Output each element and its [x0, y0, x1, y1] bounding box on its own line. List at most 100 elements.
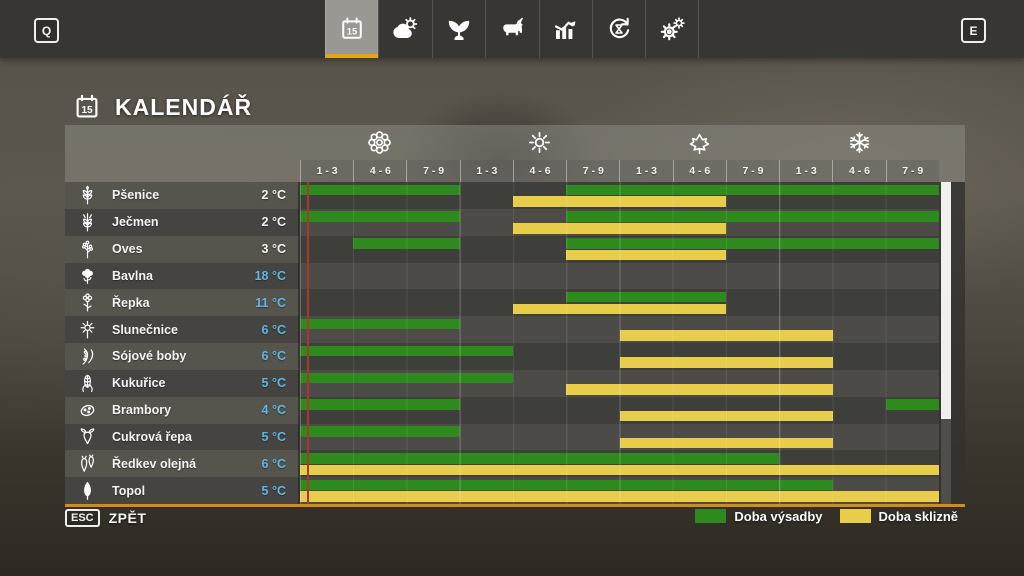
month-period-label: 4 - 6: [672, 160, 726, 182]
crop-row: Topol 5 °C: [65, 477, 965, 505]
crop-label: Bavlna 18 °C: [65, 262, 300, 290]
plant-color-swatch: [695, 509, 727, 523]
harvest-period-bar: [300, 491, 939, 502]
harvest-period-bar: [619, 410, 833, 422]
crop-name: Oves: [112, 242, 143, 257]
min-temperature: 5 °C: [261, 376, 286, 391]
footer: ESC ZPĚT: [65, 509, 146, 527]
crop-period-chart: [300, 450, 939, 478]
season-icons-row: [300, 125, 939, 160]
plant-period-bar: [566, 291, 726, 303]
harvest-period-bar: [513, 196, 726, 207]
month-period-label: 1 - 3: [619, 160, 672, 182]
harvest-period-bar: [566, 249, 726, 261]
crop-name: Pšenice: [112, 188, 160, 203]
season-spring: [300, 125, 460, 160]
sunflower-icon: [77, 319, 98, 340]
crop-label: Pšenice 2 °C: [65, 182, 300, 209]
crop-period-chart: [300, 182, 939, 209]
crop-label: Oves 3 °C: [65, 235, 300, 263]
crop-row: Cukrová řepa 5 °C: [65, 423, 965, 451]
nav-tab-production[interactable]: [591, 0, 645, 58]
season-autumn: [620, 125, 780, 160]
cow-icon: [497, 14, 527, 44]
crop-name: Kukuřice: [112, 376, 166, 391]
crop-period-chart: [300, 316, 939, 344]
crop-row: Oves 3 °C: [65, 235, 965, 263]
nav-tab-crops[interactable]: [431, 0, 485, 58]
crop-label: Topol 5 °C: [65, 477, 300, 505]
plant-period-bar: [566, 184, 939, 196]
radish-icon: [77, 453, 98, 474]
plant-period-bar: [300, 318, 460, 330]
crop-row: Ječmen 2 °C: [65, 208, 965, 236]
crop-row: Ředkev olejná 6 °C: [65, 450, 965, 478]
crop-label: Ředkev olejná 6 °C: [65, 450, 300, 478]
soybean-icon: [77, 346, 98, 367]
legend-item-harvest: Doba sklizně: [839, 508, 958, 524]
crop-label: Cukrová řepa 5 °C: [65, 423, 300, 451]
crop-period-chart: [300, 289, 939, 317]
crop-row: Bavlna 18 °C: [65, 262, 965, 290]
panel-bottom-border: [65, 504, 965, 507]
month-period-label: 7 - 9: [885, 160, 939, 182]
month-period-label: 4 - 6: [353, 160, 406, 182]
min-temperature: 2 °C: [261, 188, 286, 203]
calendar-icon: 15: [72, 92, 102, 122]
crop-name: Brambory: [112, 403, 172, 418]
cotton-icon: [77, 265, 98, 286]
harvest-color-swatch: [839, 509, 871, 523]
min-temperature: 6 °C: [261, 456, 286, 471]
plant-period-bar: [353, 238, 460, 249]
min-temperature: 4 °C: [261, 403, 286, 418]
crop-name: Řepka: [112, 295, 150, 310]
crop-rows: Pšenice 2 °C Ječmen 2 °C Oves 3 °C Bavlna 18 °C…: [65, 182, 965, 505]
min-temperature: 6 °C: [261, 349, 286, 364]
min-temperature: 18 °C: [254, 268, 286, 283]
harvest-period-bar: [619, 357, 833, 368]
scrollbar-track[interactable]: [941, 182, 951, 504]
cycle-icon: [604, 14, 634, 44]
harvest-period-bar: [513, 303, 726, 315]
month-period-label: 1 - 3: [779, 160, 832, 182]
plant-period-bar: [300, 426, 460, 437]
grid-lines: [300, 262, 939, 290]
back-label: ZPĚT: [108, 510, 147, 526]
key-hint-e[interactable]: E: [961, 18, 986, 43]
sun-icon: [526, 129, 553, 156]
plant-period-bar: [300, 184, 460, 196]
plant-period-bar: [566, 238, 939, 249]
crop-name: Sójové boby: [112, 349, 187, 364]
maple-leaf-icon: [686, 129, 713, 156]
barley-icon: [77, 212, 98, 233]
nav-tab-calendar[interactable]: 15: [325, 0, 379, 58]
nav-tab-statistics[interactable]: [538, 0, 592, 58]
plant-period-bar: [300, 345, 513, 357]
crop-label: Řepka 11 °C: [65, 289, 300, 317]
plant-period-bar: [300, 399, 460, 410]
season-summer: [460, 125, 620, 160]
legend-label: Doba sklizně: [878, 508, 958, 524]
crop-name: Ječmen: [112, 215, 159, 230]
nav-tab-settings[interactable]: [645, 0, 699, 58]
month-period-label: 1 - 3: [459, 160, 513, 182]
key-hint-esc[interactable]: ESC: [65, 509, 100, 527]
harvest-period-bar: [300, 464, 939, 476]
crop-label: Sójové boby 6 °C: [65, 343, 300, 370]
plant-period-bar: [885, 399, 939, 410]
crop-period-chart: [300, 208, 939, 236]
key-hint-q[interactable]: Q: [34, 18, 59, 43]
crop-row: Řepka 11 °C: [65, 289, 965, 317]
nav-tab-animals[interactable]: [485, 0, 538, 58]
scrollbar-thumb[interactable]: [941, 182, 951, 419]
min-temperature: 3 °C: [261, 242, 286, 257]
seedling-icon: [444, 14, 474, 44]
harvest-period-bar: [513, 223, 726, 234]
nav-tab-weather[interactable]: [378, 0, 431, 58]
current-date-marker: [306, 182, 309, 504]
harvest-period-bar: [619, 330, 833, 341]
crop-label: Brambory 4 °C: [65, 396, 300, 424]
crop-name: Slunečnice: [112, 322, 178, 337]
crop-name: Bavlna: [112, 268, 153, 283]
